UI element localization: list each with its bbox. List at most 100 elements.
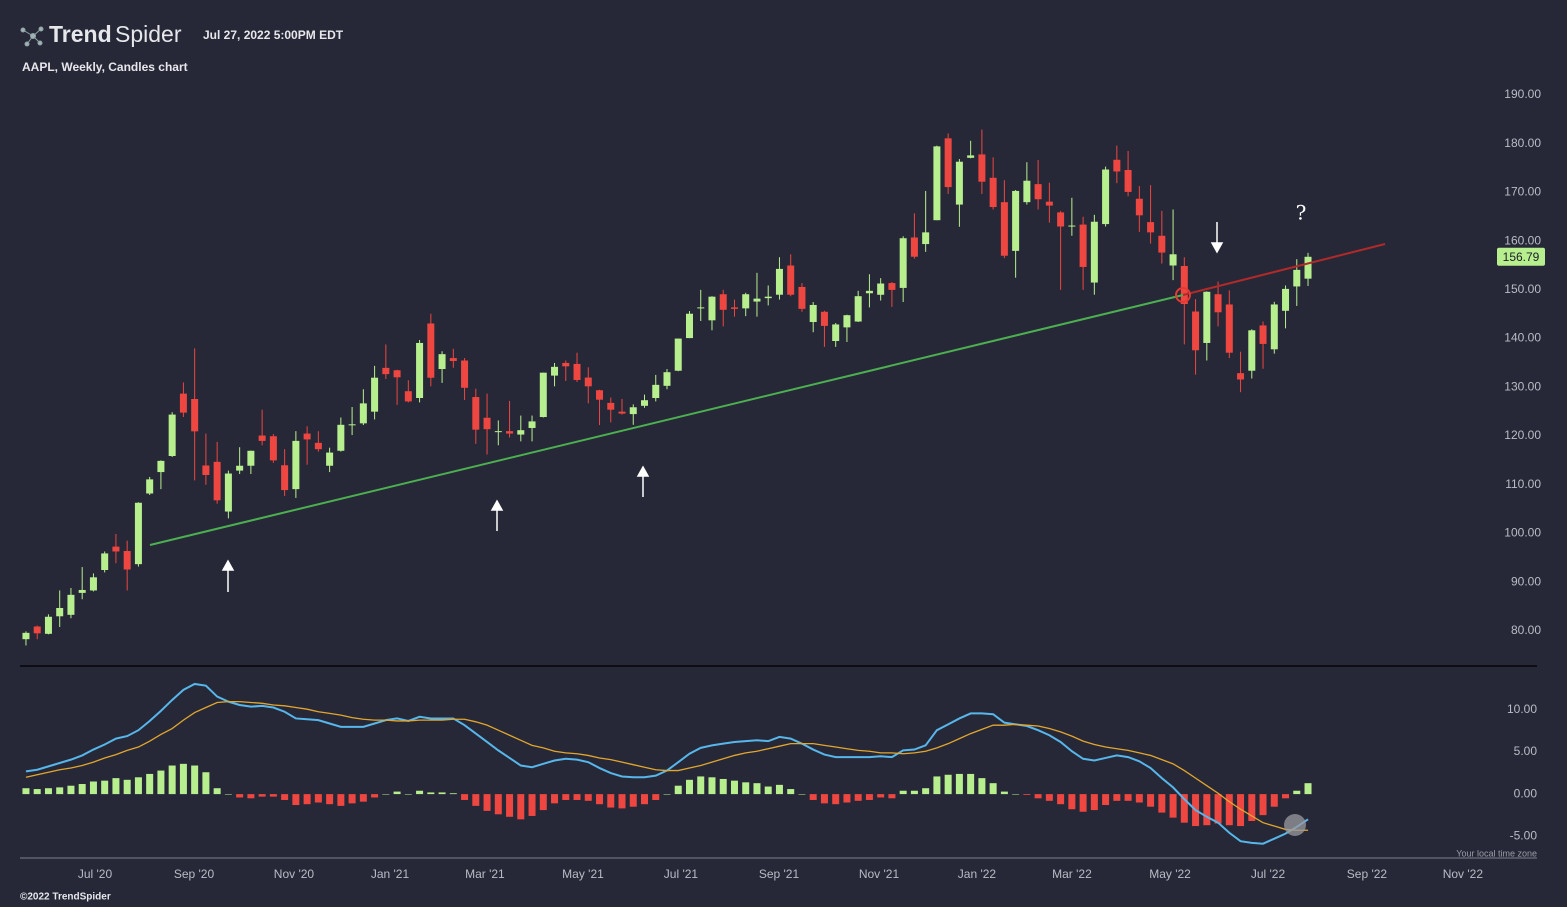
- histogram-bar: [371, 794, 379, 798]
- candle-body: [247, 450, 255, 466]
- candle-body: [146, 479, 154, 494]
- candle-body: [1057, 212, 1065, 227]
- histogram-bar: [1057, 794, 1065, 805]
- y-tick-label: 150.00: [1504, 282, 1541, 296]
- histogram-bar: [348, 794, 356, 804]
- histogram-bar: [359, 794, 367, 802]
- candle-body: [303, 433, 311, 440]
- y-tick-label: 120.00: [1504, 428, 1541, 442]
- histogram-bar: [933, 776, 941, 795]
- candle-body: [494, 431, 502, 433]
- histogram-bar: [461, 794, 469, 800]
- histogram-bar: [1012, 794, 1020, 795]
- histogram-bar: [1000, 791, 1008, 795]
- histogram-bar: [438, 792, 446, 795]
- candle-body: [89, 577, 97, 591]
- y-tick-label: 100.00: [1504, 526, 1541, 540]
- histogram-bar: [967, 773, 975, 795]
- candle-body: [742, 294, 750, 309]
- y-tick-label: 110.00: [1505, 477, 1541, 491]
- histogram-bar: [1203, 794, 1211, 826]
- candle-body: [416, 342, 424, 399]
- histogram-bar: [697, 776, 705, 795]
- histogram-bar: [281, 794, 289, 800]
- histogram-bar: [303, 794, 311, 805]
- copyright: ©2022 TrendSpider: [20, 892, 111, 903]
- x-tick-label: May '22: [1149, 867, 1191, 881]
- x-tick-label: Mar '22: [1052, 867, 1092, 881]
- y-tick-label: 190.00: [1504, 87, 1541, 101]
- histogram-bar: [607, 794, 615, 808]
- histogram-bar: [764, 786, 772, 795]
- support-trendline: [149, 294, 1184, 546]
- histogram-bar: [1282, 794, 1290, 799]
- y-tick-label: 130.00: [1504, 379, 1541, 393]
- candle-body: [877, 283, 885, 295]
- candle-body: [641, 400, 649, 406]
- histogram-bar: [44, 788, 52, 795]
- histogram-bar: [258, 794, 266, 797]
- candle-body: [843, 315, 851, 328]
- histogram-bar: [573, 794, 581, 800]
- candle-body: [314, 442, 322, 450]
- candle-body: [1034, 184, 1042, 200]
- histogram-bar: [224, 794, 232, 795]
- candle-body: [1124, 170, 1132, 192]
- candle-body: [348, 424, 356, 426]
- signal-line: [25, 700, 1309, 831]
- candle-body: [326, 452, 334, 466]
- histogram-bar: [517, 794, 525, 820]
- candle-body: [865, 290, 873, 294]
- candle-body: [1214, 294, 1222, 313]
- histogram-bar: [1068, 794, 1076, 810]
- histogram-bar: [854, 794, 862, 801]
- candle-body: [438, 354, 446, 370]
- y-tick-label: 10.00: [1507, 702, 1537, 716]
- candle-body: [787, 265, 795, 295]
- histogram-bar: [618, 794, 626, 809]
- candle-body: [393, 370, 401, 378]
- timestamp: Jul 27, 2022 5:00PM EDT: [203, 28, 344, 42]
- candle-body: [1270, 304, 1278, 350]
- histogram-bar: [877, 794, 885, 798]
- histogram-bar: [168, 765, 176, 795]
- candle-body: [179, 393, 187, 413]
- timezone-note: Your local time zone: [1456, 848, 1537, 858]
- histogram-bar: [326, 794, 334, 805]
- candle-body: [944, 138, 952, 188]
- histogram-bar: [33, 789, 41, 795]
- histogram-bar: [1214, 794, 1222, 824]
- candle-body: [551, 366, 559, 376]
- histogram-bar: [1045, 794, 1053, 801]
- histogram-bar: [652, 794, 660, 800]
- histogram-bar: [809, 794, 817, 800]
- histogram-bar: [641, 794, 649, 805]
- candle-body: [899, 238, 907, 288]
- histogram-bar: [1079, 794, 1087, 812]
- candle-body: [562, 362, 570, 367]
- histogram-bar: [528, 794, 536, 816]
- histogram-bar: [157, 770, 165, 795]
- histogram-bar: [236, 794, 244, 798]
- histogram-bar: [899, 790, 907, 795]
- x-tick-label: Nov '20: [274, 867, 315, 881]
- histogram-bar: [955, 773, 963, 795]
- histogram-bar: [427, 792, 435, 795]
- histogram-bar: [1225, 794, 1233, 826]
- candle-body: [967, 155, 975, 158]
- x-tick-label: Jan '21: [371, 867, 410, 881]
- histogram-bar: [416, 790, 424, 795]
- candle-body: [618, 411, 626, 414]
- histogram-bar: [1259, 794, 1267, 816]
- histogram-bar: [1270, 794, 1278, 807]
- y-tick-label: 0.00: [1514, 786, 1538, 800]
- candle-body: [764, 296, 772, 299]
- candle-body: [78, 589, 86, 593]
- candle-body: [697, 307, 705, 309]
- histogram-bar: [393, 791, 401, 795]
- y-tick-label: 170.00: [1504, 185, 1541, 199]
- candle-body: [224, 473, 232, 512]
- histogram-bar: [730, 780, 738, 795]
- histogram-bar: [101, 780, 109, 795]
